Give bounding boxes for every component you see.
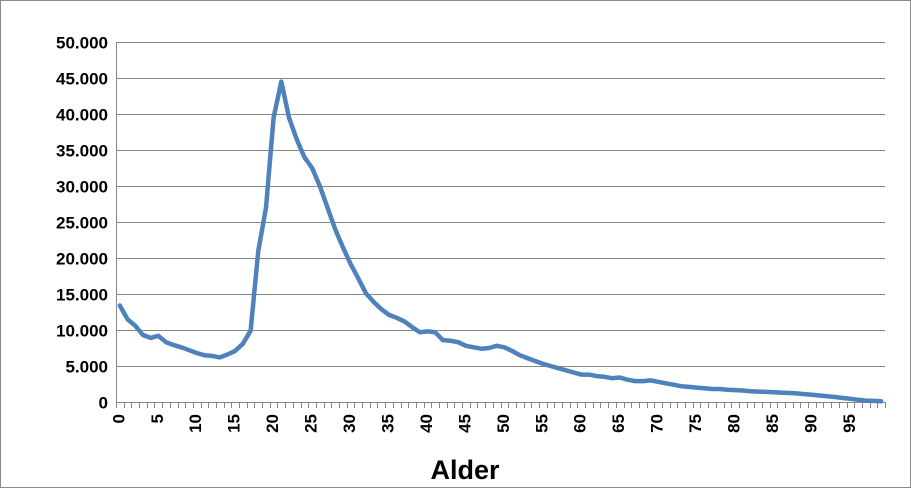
gridlines [116,42,885,367]
x-tick-label: 90 [801,414,820,433]
x-tick-label: 60 [571,414,590,433]
x-axis-title: Alder [430,455,500,485]
x-tick-label: 45 [455,414,474,433]
axes [116,42,885,403]
x-tick-label: 55 [532,414,551,433]
y-tick-label: 25.000 [56,214,108,233]
x-tick-label: 40 [417,414,436,433]
y-tick-label: 5.000 [65,358,108,377]
x-tick-label: 80 [725,414,744,433]
x-tick-label: 20 [263,414,282,433]
x-tick-label: 50 [494,414,513,433]
x-tick-label: 15 [225,414,244,433]
x-tick-label: 85 [763,414,782,433]
y-tick-label: 10.000 [56,322,108,341]
y-tick-label: 30.000 [56,178,108,197]
x-tick-label: 5 [148,414,167,423]
y-tick-label: 0 [99,394,108,413]
x-tick-label: 70 [648,414,667,433]
x-tick-label: 0 [109,414,128,423]
x-tick-label: 30 [340,414,359,433]
x-tick-label: 25 [302,414,321,433]
series-layer [117,79,884,404]
x-tick-label: 35 [378,414,397,433]
y-tick-label: 15.000 [56,286,108,305]
y-tick-label: 35.000 [56,142,108,161]
y-tick-label: 20.000 [56,250,108,269]
y-tick-label: 40.000 [56,106,108,125]
x-tick-label: 10 [186,414,205,433]
x-tick-label: 95 [840,414,859,433]
x-tick-label: 65 [609,414,628,433]
series-line [117,79,884,404]
x-tick-label: 75 [686,414,705,433]
x-axis-ticks: 0 5 10 15 20 25 30 35 40 45 50 55 60 65 70 75 80 85 90 95 [109,402,886,433]
y-axis-ticks: 0 5.000 10.000 15.000 20.000 25.000 30.000 35.0… [56,34,108,413]
y-tick-label: 45.000 [56,70,108,89]
y-tick-label: 50.000 [56,34,108,53]
